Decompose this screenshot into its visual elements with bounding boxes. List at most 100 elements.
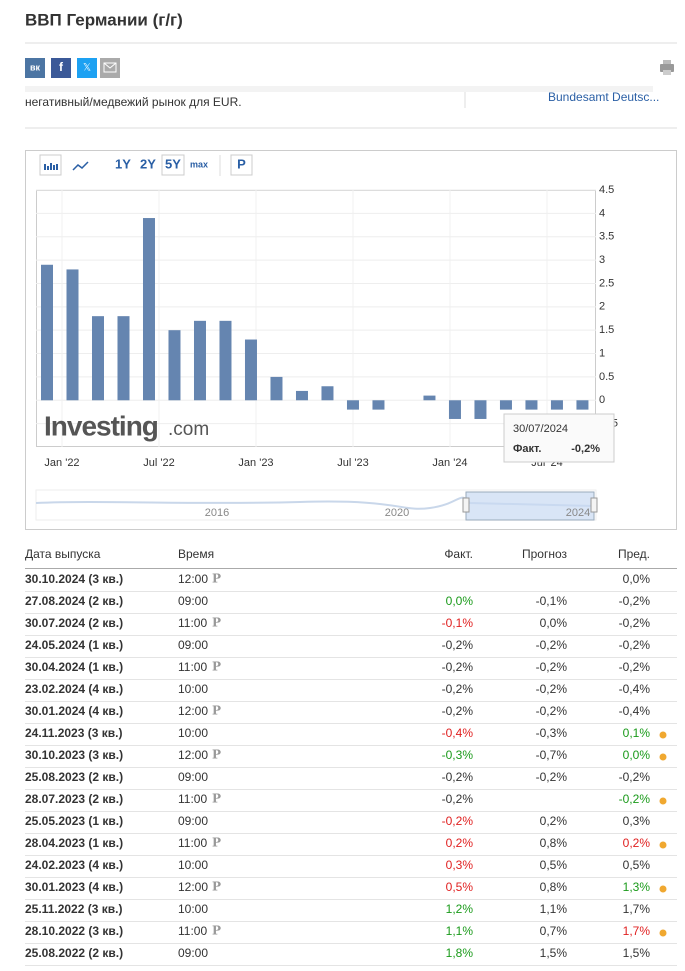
- forecast: -0,2%: [536, 682, 568, 696]
- forecast: 0,5%: [540, 858, 568, 872]
- release-date: 25.08.2023 (2 кв.): [25, 770, 123, 784]
- x-tick-label: Jan '24: [432, 457, 467, 469]
- line-view-button[interactable]: [72, 161, 89, 171]
- range-button[interactable]: max: [190, 159, 208, 169]
- navigator-label: 2024: [566, 507, 590, 519]
- previous: 1,5%: [623, 946, 651, 960]
- release-time: 11:00: [178, 792, 207, 806]
- preliminary-mark: P: [212, 660, 221, 674]
- navigator-handle[interactable]: [462, 497, 470, 513]
- actual: 0,2%: [446, 836, 474, 850]
- release-date: 25.05.2023 (1 кв.): [25, 814, 123, 828]
- release-time: 10:00: [178, 902, 208, 916]
- bar: [244, 339, 257, 401]
- previous: -0,2%: [619, 616, 651, 630]
- release-time: 12:00: [178, 704, 208, 718]
- vk-button[interactable]: [25, 58, 45, 78]
- previous: -0,2%: [619, 594, 651, 608]
- revision-dot: [659, 753, 667, 761]
- forecast: -0,2%: [536, 704, 568, 718]
- fb-button[interactable]: [51, 58, 71, 78]
- preliminary-mark: P: [212, 704, 221, 718]
- release-date: 30.01.2023 (4 кв.): [25, 880, 123, 894]
- actual: -0,2%: [442, 814, 474, 828]
- previous: 0,0%: [623, 748, 651, 762]
- preliminary-mark: P: [212, 748, 221, 762]
- previous: -0,4%: [619, 682, 651, 696]
- x-tick-label: Jul '22: [143, 457, 174, 469]
- forecast: 0,8%: [540, 880, 568, 894]
- bar: [193, 320, 206, 401]
- source-link[interactable]: Bundesamt Deutsc...: [548, 90, 659, 104]
- release-date: 25.08.2022 (2 кв.): [25, 946, 123, 960]
- navigator-selection[interactable]: [465, 491, 595, 521]
- watermark: .com: [168, 419, 209, 440]
- release-time: 09:00: [178, 814, 208, 828]
- previous: -0,2%: [619, 638, 651, 652]
- bar: [423, 395, 436, 401]
- actual: 0,0%: [446, 594, 474, 608]
- column-header: Дата выпуска: [25, 547, 101, 561]
- previous: -0,2%: [619, 792, 651, 806]
- forecast: 0,7%: [540, 924, 568, 938]
- release-date: 24.11.2023 (3 кв.): [25, 726, 122, 740]
- release-time: 09:00: [178, 770, 208, 784]
- y-tick-label: 3: [599, 254, 605, 266]
- actual: -0,2%: [442, 638, 474, 652]
- forecast: -0,1%: [536, 594, 568, 608]
- bar: [142, 218, 155, 401]
- navigator-handle[interactable]: [590, 497, 598, 513]
- actual: -0,4%: [442, 726, 474, 740]
- y-tick-label: 0: [599, 394, 605, 406]
- column-header: Время: [178, 547, 214, 561]
- forecast: 1,1%: [540, 902, 568, 916]
- bar: [372, 400, 385, 410]
- release-date: 28.10.2022 (3 кв.): [25, 924, 123, 938]
- navigator-label: 2020: [385, 507, 409, 519]
- release-time: 10:00: [178, 726, 208, 740]
- range-button[interactable]: 1Y: [115, 156, 131, 171]
- forecast: -0,3%: [536, 726, 568, 740]
- bar: [41, 264, 53, 401]
- previous: 0,1%: [623, 726, 651, 740]
- bar: [525, 400, 538, 410]
- y-tick-label: 2: [599, 301, 605, 313]
- tooltip-label: Факт.: [513, 443, 542, 455]
- release-time: 11:00: [178, 924, 207, 938]
- x-button[interactable]: [77, 58, 97, 78]
- preliminary-mark: P: [212, 836, 221, 850]
- page-title: ВВП Германии (г/г): [25, 10, 183, 29]
- release-time: 10:00: [178, 858, 208, 872]
- actual: 0,3%: [446, 858, 474, 872]
- release-time: 11:00: [178, 616, 207, 630]
- x-label: 𝕏: [83, 63, 91, 74]
- release-time: 09:00: [178, 594, 208, 608]
- range-button[interactable]: 5Y: [165, 156, 181, 171]
- info-text: негативный/медвежий рынок для EUR.: [25, 95, 242, 109]
- email-icon: [103, 62, 117, 73]
- release-date: 30.07.2024 (2 кв.): [25, 616, 123, 630]
- range-button[interactable]: 2Y: [140, 156, 156, 171]
- release-date: 30.01.2024 (4 кв.): [25, 704, 123, 718]
- release-time: 12:00: [178, 572, 208, 586]
- release-date: 23.02.2024 (4 кв.): [25, 682, 123, 696]
- column-header: Пред.: [618, 547, 650, 561]
- column-header: Прогноз: [522, 547, 568, 561]
- bar: [91, 316, 104, 401]
- extra-button[interactable]: P: [237, 156, 246, 171]
- range-active: [161, 154, 185, 176]
- actual: -0,3%: [442, 748, 474, 762]
- release-time: 11:00: [178, 836, 207, 850]
- y-tick-label: 3.5: [599, 231, 614, 243]
- email-icon: [103, 62, 117, 69]
- tooltip-date: 30/07/2024: [513, 423, 568, 435]
- actual: -0,1%: [442, 616, 474, 630]
- bar: [499, 400, 512, 410]
- forecast: -0,2%: [536, 770, 568, 784]
- actual: -0,2%: [442, 660, 474, 674]
- shadow: [25, 86, 653, 92]
- previous: 0,3%: [623, 814, 651, 828]
- bar: [576, 400, 589, 410]
- x-tick-label: Jan '22: [44, 457, 79, 469]
